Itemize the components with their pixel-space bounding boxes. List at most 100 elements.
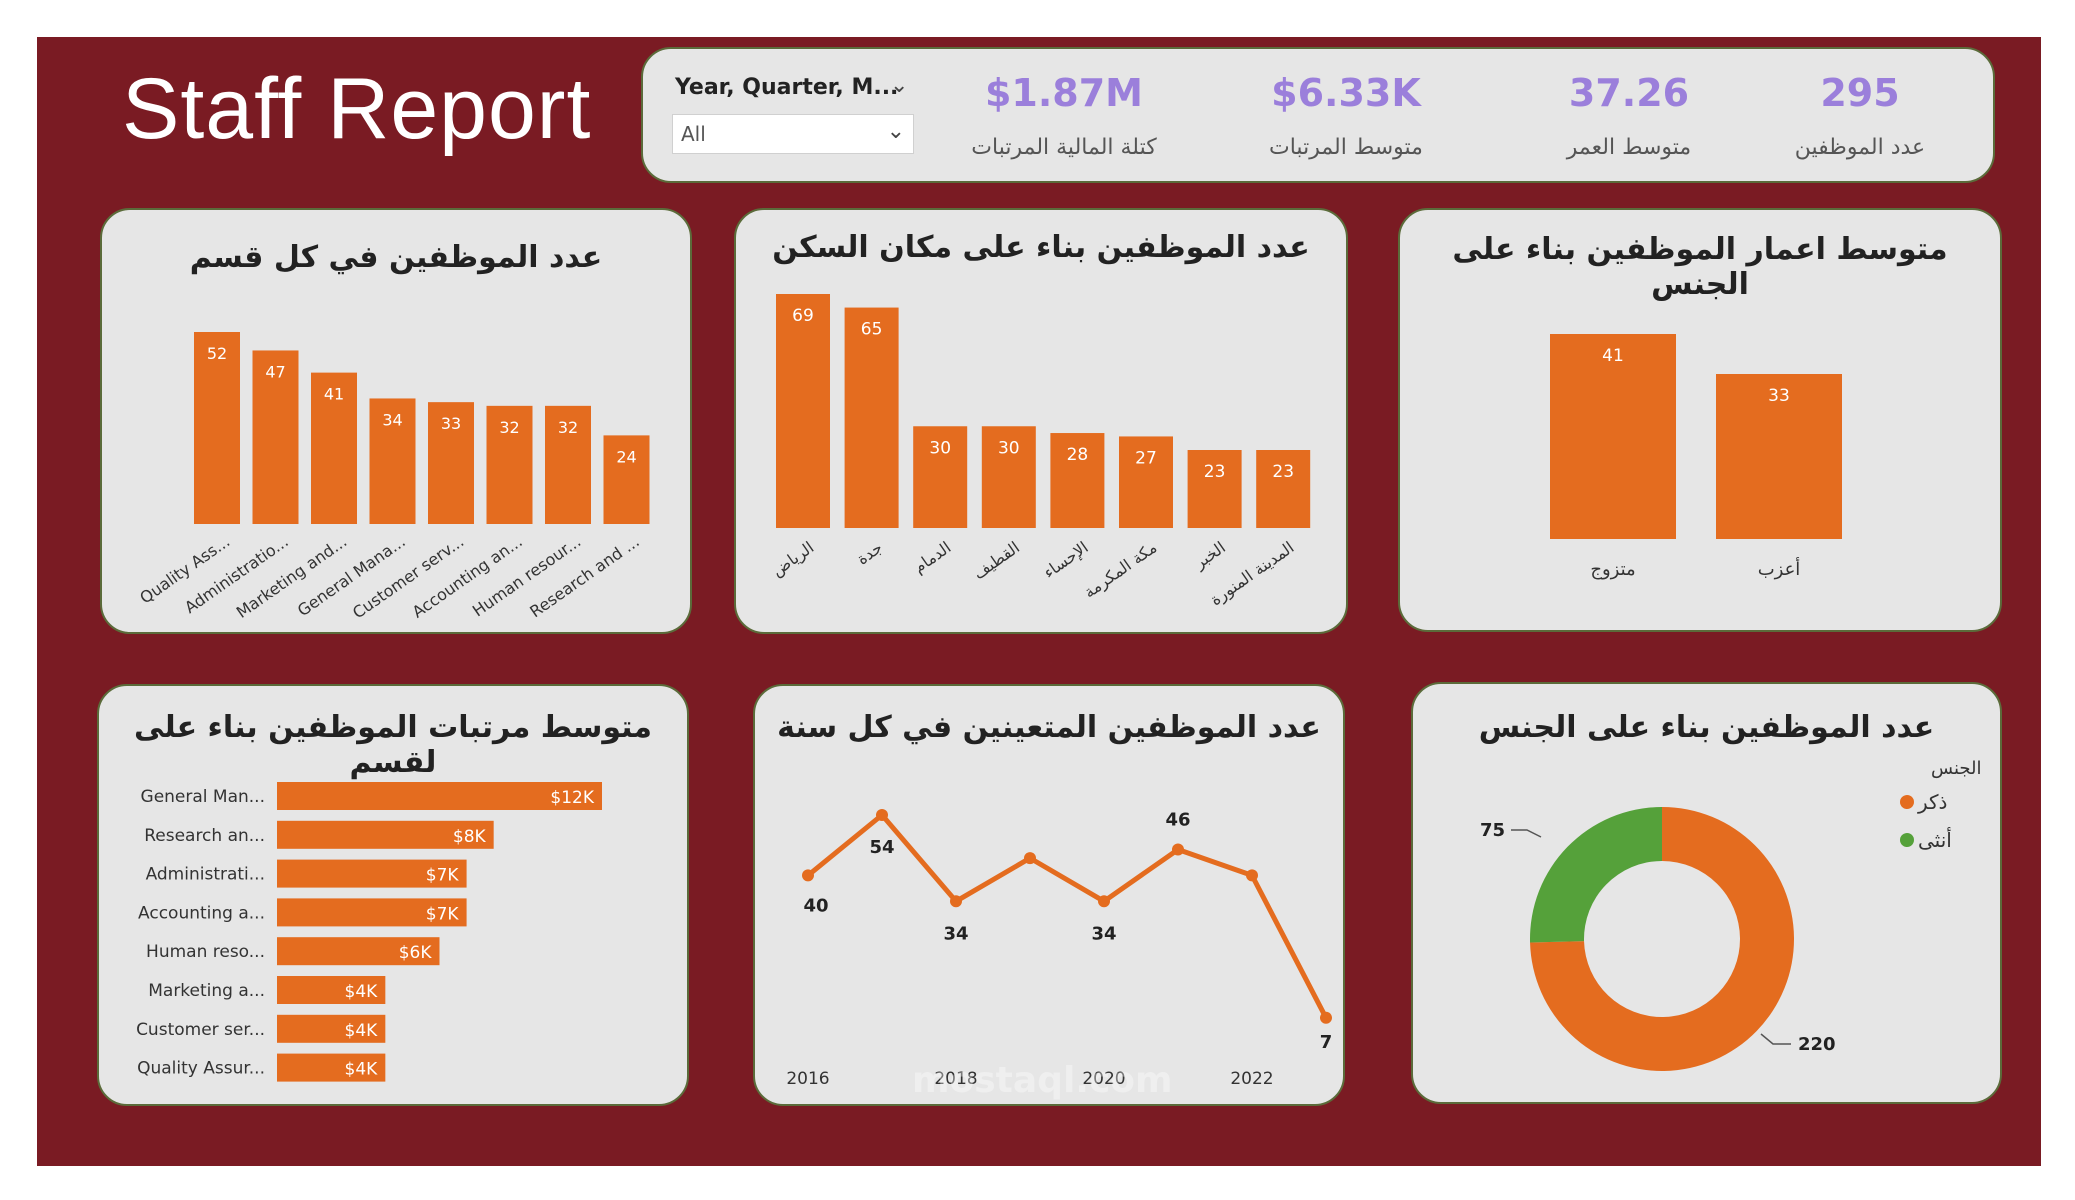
date-slicer-dropdown[interactable]: All ⌄ bbox=[672, 114, 914, 154]
data-point bbox=[1024, 852, 1036, 865]
panel-dept-salary: متوسط مرتبات الموظفين بناء على لقسم $12K… bbox=[97, 684, 689, 1106]
bar-4 bbox=[277, 937, 440, 966]
dropdown-arrow-icon[interactable]: ⌄ bbox=[886, 119, 905, 144]
point-label: 46 bbox=[1165, 810, 1190, 831]
bar-value-label: 27 bbox=[1135, 448, 1157, 468]
kpi-label-average-salary: متوسط المرتبات bbox=[1269, 135, 1423, 160]
data-point bbox=[950, 895, 962, 908]
bar-value-label: 33 bbox=[1768, 386, 1790, 406]
bar-7 bbox=[603, 435, 650, 524]
bar-1 bbox=[1716, 374, 1842, 539]
category-label: الإحساء bbox=[1040, 538, 1092, 582]
bar-value-label: 34 bbox=[382, 410, 402, 429]
bar-1 bbox=[277, 820, 494, 849]
bar-1 bbox=[252, 350, 299, 524]
bar-value-label: $12K bbox=[550, 788, 594, 808]
panel-title: متوسط مرتبات الموظفين بناء على لقسم bbox=[134, 710, 652, 780]
slicer-value: All bbox=[681, 122, 706, 146]
category-label: Research an... bbox=[144, 826, 265, 846]
category-label: جدة bbox=[853, 538, 886, 569]
point-label: 34 bbox=[943, 923, 968, 944]
category-label: Marketing a... bbox=[148, 981, 265, 1001]
chevron-down-icon[interactable]: ⌄ bbox=[890, 73, 909, 98]
bar-value-label: $4K bbox=[345, 1060, 379, 1080]
data-point bbox=[876, 809, 888, 821]
bar-value-label: $7K bbox=[426, 866, 460, 886]
category-label: Quality Assur... bbox=[137, 1059, 265, 1079]
bar-3 bbox=[277, 898, 467, 927]
legend-marker bbox=[1900, 833, 1914, 847]
legend-title: الجنس bbox=[1931, 758, 1981, 779]
category-label: الدمام bbox=[910, 538, 955, 577]
slice-value-label: 75 bbox=[1480, 820, 1505, 841]
panel-city-count: عدد الموظفين بناء على مكان السكن 69 الريا… bbox=[734, 208, 1348, 634]
bar-5 bbox=[486, 405, 533, 524]
slicer-title: Year, Quarter, M... bbox=[675, 75, 899, 100]
series-line bbox=[806, 812, 1329, 1019]
bar-7 bbox=[1256, 450, 1311, 528]
category-label: متزوج bbox=[1590, 559, 1635, 580]
age-status-chart: 41 متزوج 33 أعزب bbox=[1550, 334, 1842, 580]
leader-line bbox=[1511, 829, 1542, 838]
panel-title: عدد الموظفين المتعينين في كل سنة bbox=[777, 710, 1321, 745]
category-label: Research and ... bbox=[526, 532, 643, 622]
legend-label: أنثى bbox=[1918, 827, 1952, 852]
bar-0 bbox=[776, 294, 830, 528]
panel-dept-count: عدد الموظفين في كل قسم 52 Quality Ass... 4… bbox=[100, 208, 692, 634]
bar-value-label: 52 bbox=[207, 344, 227, 363]
point-label: 54 bbox=[869, 837, 894, 858]
bar-value-label: 30 bbox=[929, 438, 951, 458]
kpi-label-average-age: متوسط العمر bbox=[1566, 135, 1692, 160]
bar-value-label: 65 bbox=[861, 320, 883, 340]
bar-2 bbox=[277, 859, 467, 888]
x-tick-label: 2016 bbox=[786, 1069, 829, 1089]
point-label: 7 bbox=[1320, 1032, 1333, 1053]
slice-value-label: 220 bbox=[1798, 1034, 1836, 1055]
bar-4 bbox=[1050, 433, 1105, 528]
bar-0 bbox=[277, 782, 602, 810]
bar-6 bbox=[545, 405, 591, 524]
bar-2 bbox=[913, 426, 968, 528]
x-tick-label: 2018 bbox=[934, 1069, 977, 1089]
category-label: Customer ser... bbox=[136, 1020, 265, 1040]
category-label: الرياض bbox=[768, 538, 818, 581]
category-label: Administrati... bbox=[146, 865, 265, 885]
leader-line bbox=[1760, 1033, 1791, 1045]
bar-2 bbox=[311, 372, 357, 524]
bar-value-label: 33 bbox=[441, 414, 461, 433]
panel-title: عدد الموظفين في كل قسم bbox=[189, 240, 603, 275]
bar-value-label: 24 bbox=[616, 447, 636, 466]
bar-7 bbox=[277, 1053, 386, 1082]
hired-year-chart: 40 54 34 34 46 7 2016 2018 2020 2022 bbox=[786, 809, 1333, 1089]
bar-3 bbox=[981, 426, 1036, 528]
data-point bbox=[802, 869, 814, 882]
category-label: Human reso... bbox=[146, 942, 265, 962]
bar-value-label: $4K bbox=[345, 1021, 379, 1041]
bar-5 bbox=[277, 976, 386, 1004]
point-label: 40 bbox=[803, 895, 828, 916]
category-label: الخبر bbox=[1190, 538, 1230, 574]
bar-value-label: 30 bbox=[998, 438, 1020, 458]
kpi-value-average-age: 37.26 bbox=[1568, 71, 1690, 115]
kpi-value-employee-count: 295 bbox=[1820, 71, 1900, 115]
bar-6 bbox=[277, 1014, 386, 1043]
kpi-label-total-salaries: كتلة المالية المرتبات bbox=[971, 135, 1157, 160]
slice-0 bbox=[1530, 807, 1794, 1071]
gender-count-chart: 220 75 الجنس ذكر أنثى bbox=[1480, 758, 1981, 1071]
category-label: مكة المكرمة bbox=[1080, 538, 1161, 603]
bar-value-label: 28 bbox=[1067, 445, 1089, 465]
bar-value-label: 41 bbox=[1602, 346, 1624, 366]
bar-value-label: $6K bbox=[399, 943, 433, 963]
bar-0 bbox=[1550, 334, 1676, 539]
bar-value-label: 41 bbox=[324, 385, 344, 404]
category-label: أعزب bbox=[1758, 557, 1801, 580]
city-count-chart: 69 الرياض 65 جدة 30 الدمام 30 القطيف 28 الإحساء 27… bbox=[768, 294, 1311, 610]
legend-marker bbox=[1900, 795, 1914, 809]
data-point bbox=[1320, 1011, 1332, 1024]
bar-value-label: $8K bbox=[453, 827, 487, 847]
slice-1 bbox=[1530, 807, 1662, 943]
bar-1 bbox=[844, 307, 899, 528]
panel-hired-year: عدد الموظفين المتعينين في كل سنة 40 54 34 3… bbox=[753, 684, 1345, 1106]
data-point bbox=[1172, 843, 1184, 856]
